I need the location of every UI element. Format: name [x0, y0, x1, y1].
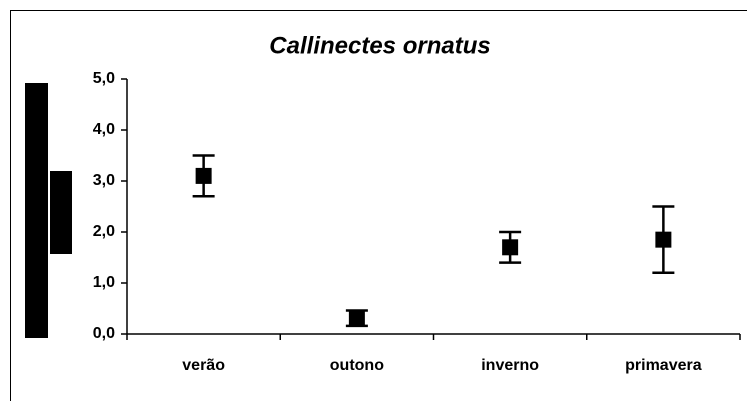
redaction [50, 171, 72, 254]
x-tick-label: verão [182, 357, 225, 374]
y-tick-label: 4,0 [93, 121, 115, 138]
chart-frame [10, 10, 747, 401]
y-tick-label: 2,0 [93, 223, 115, 240]
y-tick-label: 0,0 [93, 325, 115, 342]
x-tick-label: outono [330, 357, 384, 374]
chart-title: Callinectes ornatus [269, 32, 490, 59]
y-tick-label: 1,0 [93, 274, 115, 291]
marker [195, 167, 212, 184]
x-tick-label: primavera [625, 357, 702, 374]
marker [655, 231, 672, 248]
x-tick-label: inverno [481, 357, 539, 374]
marker [502, 239, 519, 256]
redaction [25, 83, 48, 338]
y-tick-label: 5,0 [93, 70, 115, 87]
marker [348, 310, 365, 327]
y-tick-label: 3,0 [93, 172, 115, 189]
